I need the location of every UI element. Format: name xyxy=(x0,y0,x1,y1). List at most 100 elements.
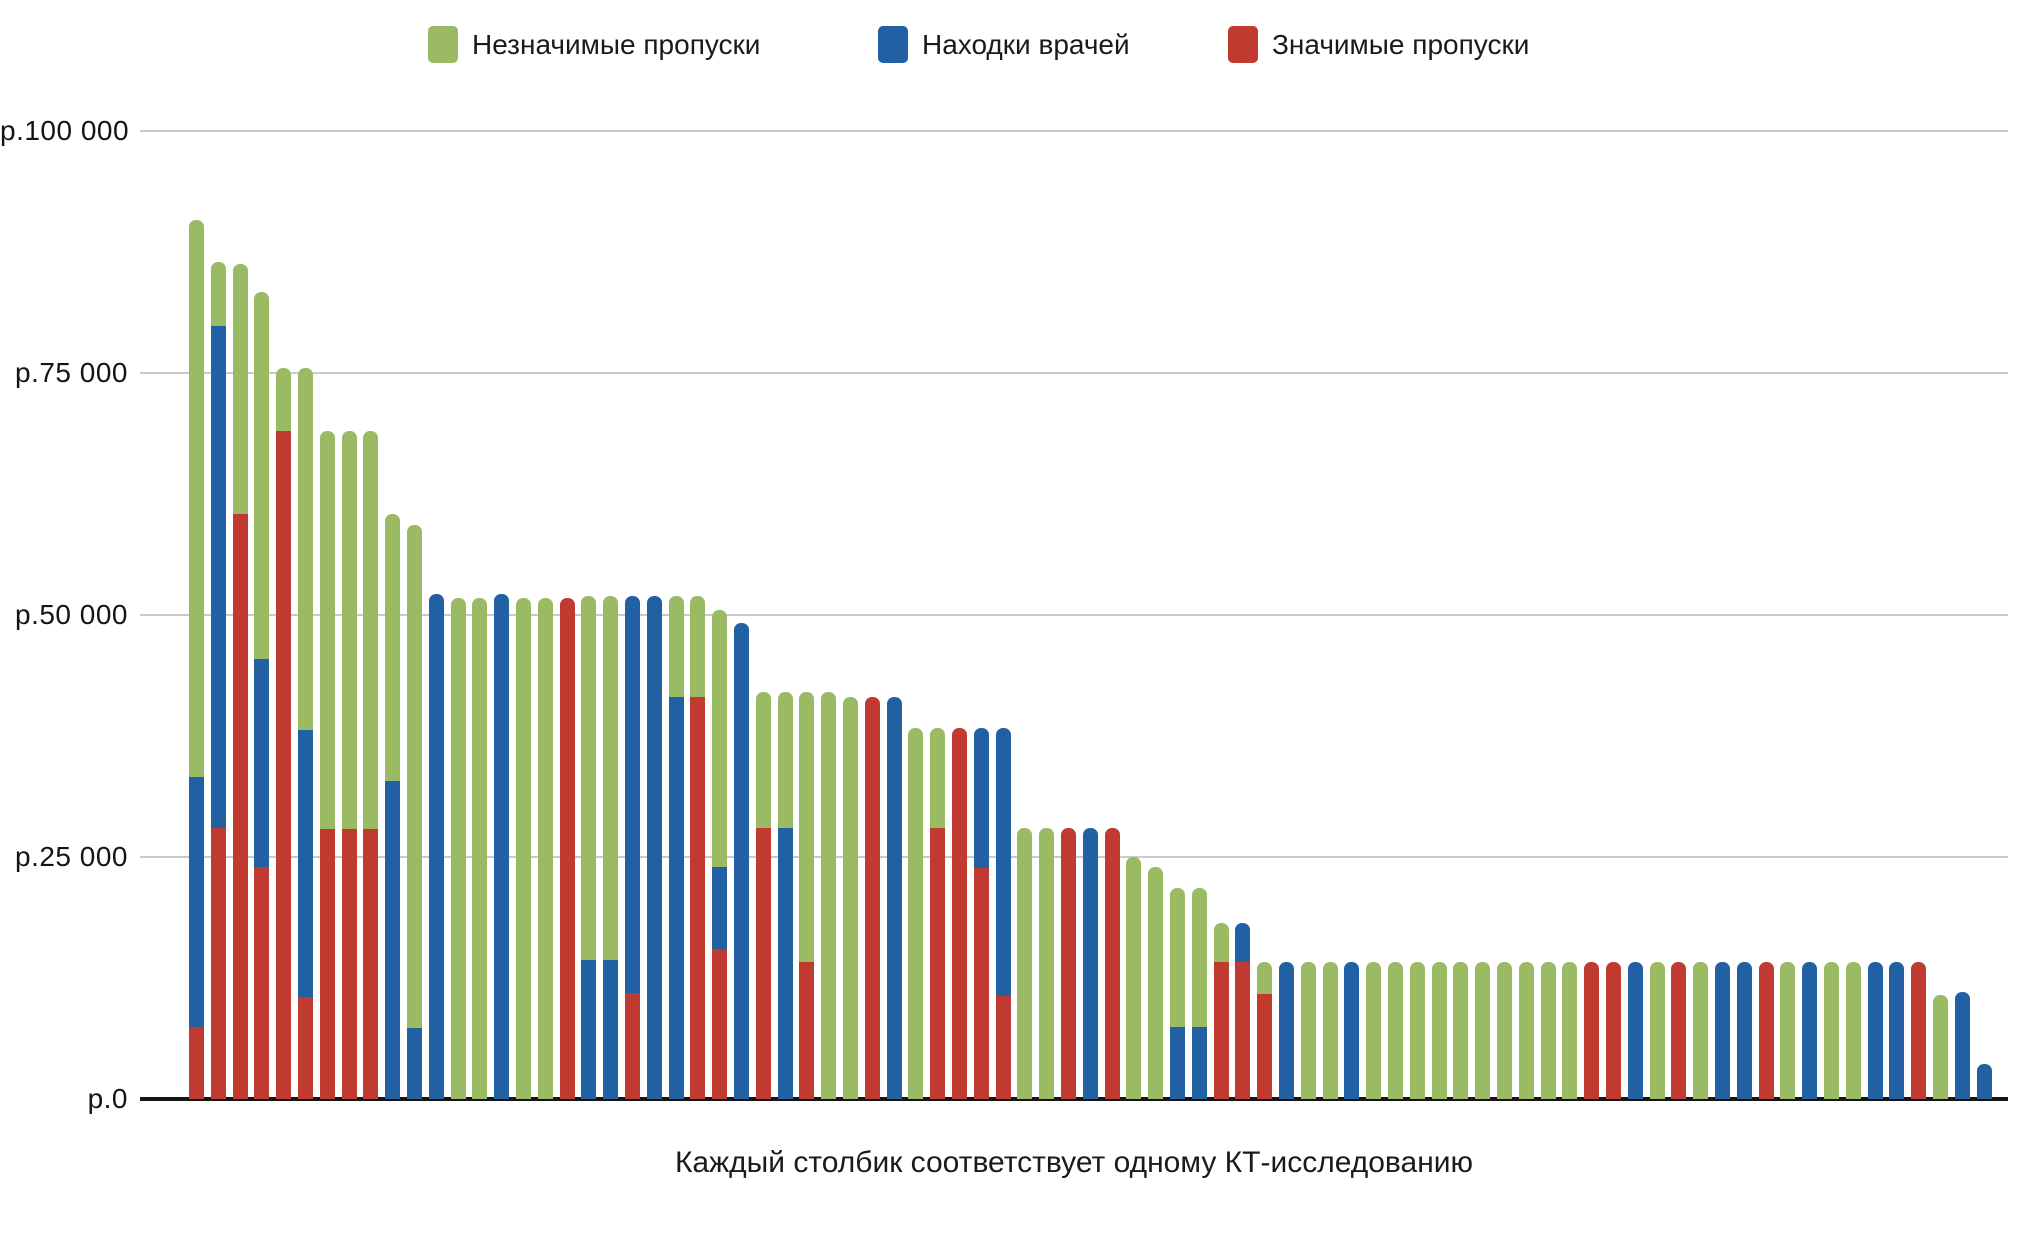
bar-segment xyxy=(1475,961,1491,1099)
bar-59 xyxy=(1453,961,1469,1099)
bar-segment xyxy=(363,828,379,1099)
bar-segment xyxy=(712,948,728,1099)
bar-segment xyxy=(1322,961,1338,1099)
bar-18 xyxy=(559,597,575,1099)
bar-20 xyxy=(603,595,619,1099)
bar-segment xyxy=(276,431,292,1099)
bar-79 xyxy=(1889,961,1905,1099)
bar-47 xyxy=(1191,887,1207,1099)
bar-21 xyxy=(625,595,640,1099)
bar-80 xyxy=(1911,961,1927,1099)
bar-66 xyxy=(1606,961,1621,1099)
bar-15 xyxy=(494,593,510,1099)
bar-segment xyxy=(341,828,357,1099)
bar-segment xyxy=(843,697,858,1099)
bar-17 xyxy=(537,597,553,1099)
bar-segment xyxy=(1758,961,1774,1099)
bar-segment xyxy=(755,692,771,828)
bar-67 xyxy=(1627,961,1643,1099)
bar-78 xyxy=(1867,961,1883,1099)
bar-32 xyxy=(864,697,880,1099)
bar-23 xyxy=(668,595,684,1099)
bar-segment xyxy=(1366,961,1382,1099)
bar-58 xyxy=(1431,961,1447,1099)
bar-83 xyxy=(1976,1064,1992,1099)
bar-segment xyxy=(995,996,1011,1099)
bar-61 xyxy=(1497,961,1512,1099)
bar-73 xyxy=(1758,961,1774,1099)
bar-segment xyxy=(973,728,989,868)
bar-segment xyxy=(734,622,749,1099)
bar-segment xyxy=(1671,961,1687,1099)
bar-segment xyxy=(341,431,357,829)
bar-25 xyxy=(712,610,728,1099)
bar-77 xyxy=(1845,961,1861,1099)
gridline-75000 xyxy=(140,372,2008,374)
bar-segment xyxy=(1235,962,1251,1099)
bar-segment xyxy=(1627,961,1643,1099)
bar-81 xyxy=(1933,995,1948,1099)
bar-segment xyxy=(1082,827,1098,1099)
bar-segment xyxy=(189,1027,204,1099)
bar-segment xyxy=(428,593,444,1099)
bar-segment xyxy=(973,867,989,1099)
bar-segment xyxy=(625,595,640,993)
bar-segment xyxy=(1867,961,1883,1099)
bar-segment xyxy=(690,595,706,698)
bar-36 xyxy=(952,728,967,1099)
bar-segment xyxy=(516,597,531,1099)
bar-68 xyxy=(1649,961,1665,1099)
bar-26 xyxy=(734,622,749,1099)
bar-segment xyxy=(1170,1027,1185,1099)
bar-53 xyxy=(1322,961,1338,1099)
bar-54 xyxy=(1344,961,1360,1099)
bar-segment xyxy=(1279,961,1294,1099)
bar-segment xyxy=(1148,866,1164,1099)
bar-10 xyxy=(385,514,401,1099)
bar-16 xyxy=(516,597,531,1099)
bar-segment xyxy=(821,692,837,1099)
bar-segment xyxy=(1540,961,1556,1099)
gridline-100000 xyxy=(140,130,2008,132)
bar-segment xyxy=(908,728,924,1099)
bar-segment xyxy=(799,961,815,1099)
bar-segment xyxy=(690,697,706,1099)
legend-swatch-blue xyxy=(878,26,908,63)
bar-37 xyxy=(973,728,989,1099)
bar-44 xyxy=(1126,857,1142,1099)
bar-segment xyxy=(1235,922,1251,963)
bar-62 xyxy=(1518,961,1534,1099)
bar-13 xyxy=(450,597,466,1099)
gridline-0 xyxy=(140,1097,2008,1101)
bar-34 xyxy=(908,728,924,1099)
bar-segment xyxy=(712,866,728,949)
bar-31 xyxy=(843,697,858,1099)
bar-segment xyxy=(232,514,248,1099)
bar-46 xyxy=(1170,887,1185,1099)
bar-57 xyxy=(1409,961,1425,1099)
bar-segment xyxy=(1518,961,1534,1099)
bar-65 xyxy=(1584,961,1600,1099)
bar-9 xyxy=(363,431,379,1099)
bar-40 xyxy=(1039,827,1055,1099)
y-tick-label-100000: р.100 000 xyxy=(0,115,130,146)
legend-label: Находки врачей xyxy=(922,29,1130,60)
legend-label: Незначимые пропуски xyxy=(472,29,761,60)
bar-segment xyxy=(1889,961,1905,1099)
bar-segment xyxy=(1017,827,1033,1099)
bar-segment xyxy=(1693,961,1709,1099)
legend-swatch-green xyxy=(428,26,458,63)
bar-30 xyxy=(821,692,837,1099)
bar-segment xyxy=(1933,995,1948,1099)
bar-7 xyxy=(319,431,335,1099)
bar-segment xyxy=(712,610,728,867)
bar-1 xyxy=(189,220,204,1099)
bar-12 xyxy=(428,593,444,1099)
x-axis-caption: Каждый столбик соответствует одному КТ-и… xyxy=(674,1146,1474,1179)
bar-64 xyxy=(1562,961,1578,1099)
bar-segment xyxy=(254,866,270,1099)
bar-segment xyxy=(210,261,226,326)
bar-70 xyxy=(1693,961,1709,1099)
bar-segment xyxy=(646,595,662,1099)
